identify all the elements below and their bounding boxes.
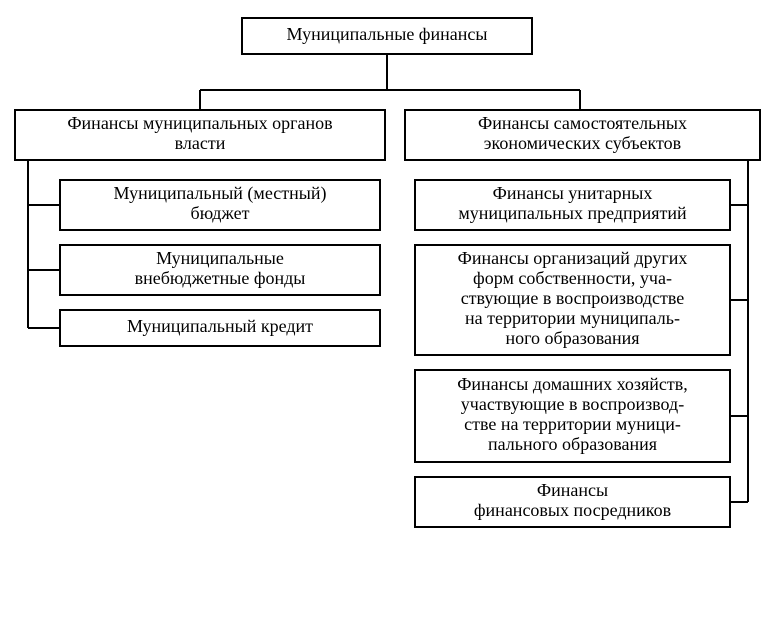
- node-right-child-2-label-line-0: Финансы организаций других: [458, 248, 688, 268]
- node-right-child-2-label-line-3: на территории муниципаль-: [465, 308, 680, 328]
- node-right-child-4-label-line-0: Финансы: [537, 480, 608, 500]
- node-left-child-1: Муниципальный (местный)бюджет: [60, 180, 380, 230]
- node-right-child-2-label-line-2: ствующие в воспроизводстве: [461, 288, 685, 308]
- node-right-child-3: Финансы домашних хозяйств,участвующие в …: [415, 370, 730, 462]
- node-left-child-3: Муниципальный кредит: [60, 310, 380, 346]
- node-left-child-1-label-line-1: бюджет: [191, 203, 250, 223]
- node-left-branch-label-line-0: Финансы муниципальных органов: [67, 113, 332, 133]
- node-right-child-3-label-line-2: стве на территории муници-: [464, 414, 681, 434]
- node-right-branch-label-line-0: Финансы самостоятельных: [478, 113, 687, 133]
- node-left-child-3-label-line-0: Муниципальный кредит: [127, 316, 313, 336]
- node-right-child-1: Финансы унитарныхмуниципальных предприят…: [415, 180, 730, 230]
- node-right-child-3-label-line-3: пального образования: [488, 434, 657, 454]
- node-right-child-4-label-line-1: финансовых посредников: [474, 500, 671, 520]
- node-right-child-2: Финансы организаций другихформ собственн…: [415, 245, 730, 355]
- node-left-child-1-label-line-0: Муниципальный (местный): [114, 183, 327, 204]
- node-right-child-1-label-line-0: Финансы унитарных: [493, 183, 653, 203]
- node-right-child-2-label-line-1: форм собственности, уча-: [473, 268, 672, 288]
- node-right-child-3-label-line-1: участвующие в воспроизвод-: [461, 394, 684, 414]
- node-left-branch: Финансы муниципальных органоввласти: [15, 110, 385, 160]
- node-left-child-2-label-line-0: Муниципальные: [156, 248, 284, 268]
- node-right-branch: Финансы самостоятельныхэкономических суб…: [405, 110, 760, 160]
- node-root: Муниципальные финансы: [242, 18, 532, 54]
- org-chart-diagram: Муниципальные финансы Финансы муниципальн…: [0, 0, 771, 618]
- node-right-child-4: Финансыфинансовых посредников: [415, 477, 730, 527]
- node-left-branch-label-line-1: власти: [175, 133, 226, 153]
- node-right-child-1-label-line-1: муниципальных предприятий: [458, 203, 687, 223]
- node-right-branch-label-line-1: экономических субъектов: [484, 133, 681, 153]
- node-left-child-2-label-line-1: внебюджетные фонды: [135, 268, 306, 288]
- node-left-child-2: Муниципальныевнебюджетные фонды: [60, 245, 380, 295]
- node-right-child-3-label-line-0: Финансы домашних хозяйств,: [457, 374, 688, 394]
- node-root-label-line-0: Муниципальные финансы: [287, 24, 488, 44]
- node-right-child-2-label-line-4: ного образования: [505, 328, 639, 348]
